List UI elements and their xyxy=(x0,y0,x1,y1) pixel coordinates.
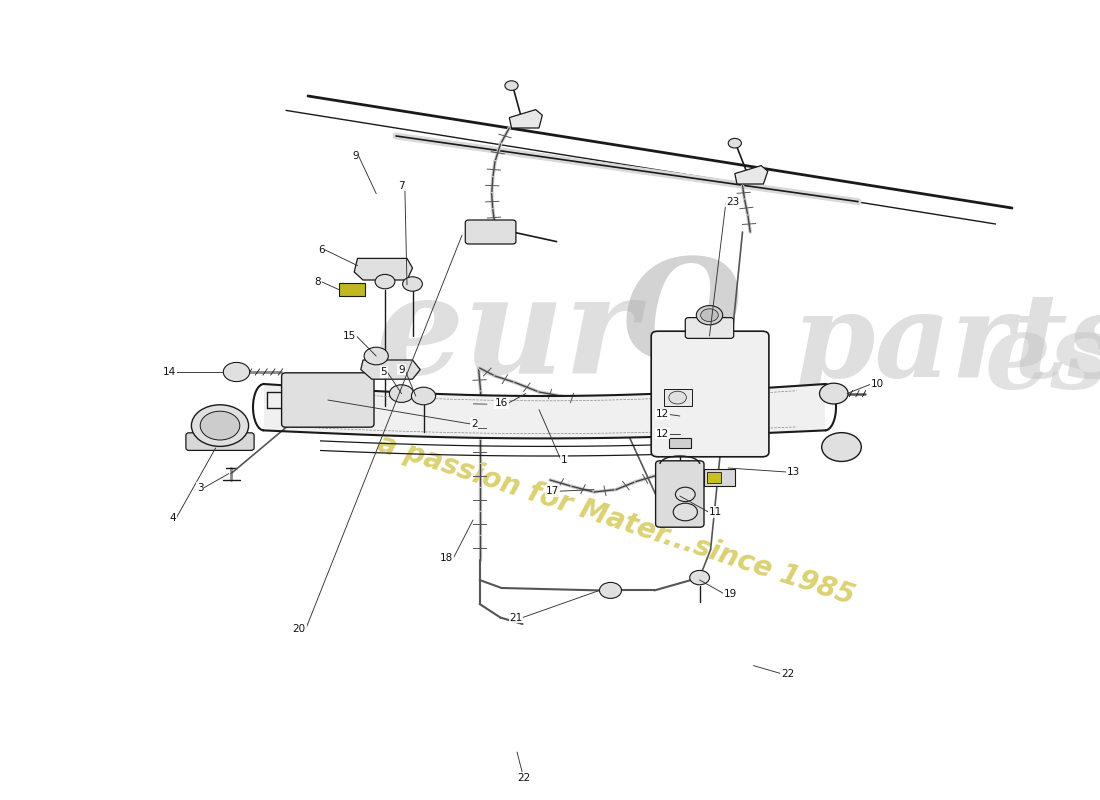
Circle shape xyxy=(675,487,695,502)
Circle shape xyxy=(375,274,395,289)
Text: 9: 9 xyxy=(352,151,359,161)
Circle shape xyxy=(600,582,621,598)
Text: eur: eur xyxy=(375,269,638,403)
Text: 14: 14 xyxy=(163,367,176,377)
Text: a passion for Mater...since 1985: a passion for Mater...since 1985 xyxy=(374,430,858,610)
Polygon shape xyxy=(361,360,420,379)
FancyBboxPatch shape xyxy=(651,331,769,457)
Bar xyxy=(704,469,735,486)
Text: 23: 23 xyxy=(726,197,739,206)
FancyBboxPatch shape xyxy=(186,433,254,450)
FancyBboxPatch shape xyxy=(685,318,734,338)
Text: 19: 19 xyxy=(724,589,737,598)
Bar xyxy=(669,438,691,448)
Circle shape xyxy=(822,433,861,462)
Circle shape xyxy=(701,309,718,322)
Text: es: es xyxy=(984,310,1100,410)
Circle shape xyxy=(728,138,741,148)
Text: 13: 13 xyxy=(786,467,800,477)
Polygon shape xyxy=(354,258,412,280)
Text: 5: 5 xyxy=(381,367,387,377)
FancyBboxPatch shape xyxy=(465,220,516,244)
Text: 2: 2 xyxy=(471,419,477,429)
Circle shape xyxy=(200,411,240,440)
Text: 12: 12 xyxy=(656,429,669,438)
Polygon shape xyxy=(509,110,542,128)
Text: 20: 20 xyxy=(293,624,306,634)
Bar xyxy=(339,283,365,296)
Polygon shape xyxy=(264,384,825,438)
Text: 21: 21 xyxy=(509,613,522,622)
Text: 10: 10 xyxy=(871,379,884,389)
Text: 22: 22 xyxy=(517,773,530,782)
Text: 16: 16 xyxy=(495,398,508,408)
Circle shape xyxy=(690,570,710,585)
Circle shape xyxy=(673,503,697,521)
FancyBboxPatch shape xyxy=(656,461,704,527)
Text: 4: 4 xyxy=(169,514,176,523)
Bar xyxy=(707,472,721,483)
FancyBboxPatch shape xyxy=(282,373,374,427)
Text: 15: 15 xyxy=(343,331,356,341)
Circle shape xyxy=(820,383,848,404)
Text: 8: 8 xyxy=(315,277,321,286)
Text: parts: parts xyxy=(792,286,1100,402)
Text: 9: 9 xyxy=(398,365,405,374)
Circle shape xyxy=(696,306,723,325)
Text: 6: 6 xyxy=(318,245,324,254)
Bar xyxy=(664,389,692,406)
Circle shape xyxy=(364,347,388,365)
Circle shape xyxy=(223,362,250,382)
Polygon shape xyxy=(735,166,768,184)
Circle shape xyxy=(505,81,518,90)
Text: O: O xyxy=(621,253,742,387)
Text: 3: 3 xyxy=(197,483,204,493)
Circle shape xyxy=(191,405,249,446)
Text: 18: 18 xyxy=(440,554,453,563)
Text: 12: 12 xyxy=(656,410,669,419)
Text: 17: 17 xyxy=(546,486,559,496)
Text: 7: 7 xyxy=(398,181,405,190)
Text: 11: 11 xyxy=(708,507,722,517)
Circle shape xyxy=(389,385,414,402)
Text: 22: 22 xyxy=(781,669,794,678)
Circle shape xyxy=(411,387,436,405)
Text: 1: 1 xyxy=(561,455,568,465)
Circle shape xyxy=(669,391,686,404)
Circle shape xyxy=(403,277,422,291)
